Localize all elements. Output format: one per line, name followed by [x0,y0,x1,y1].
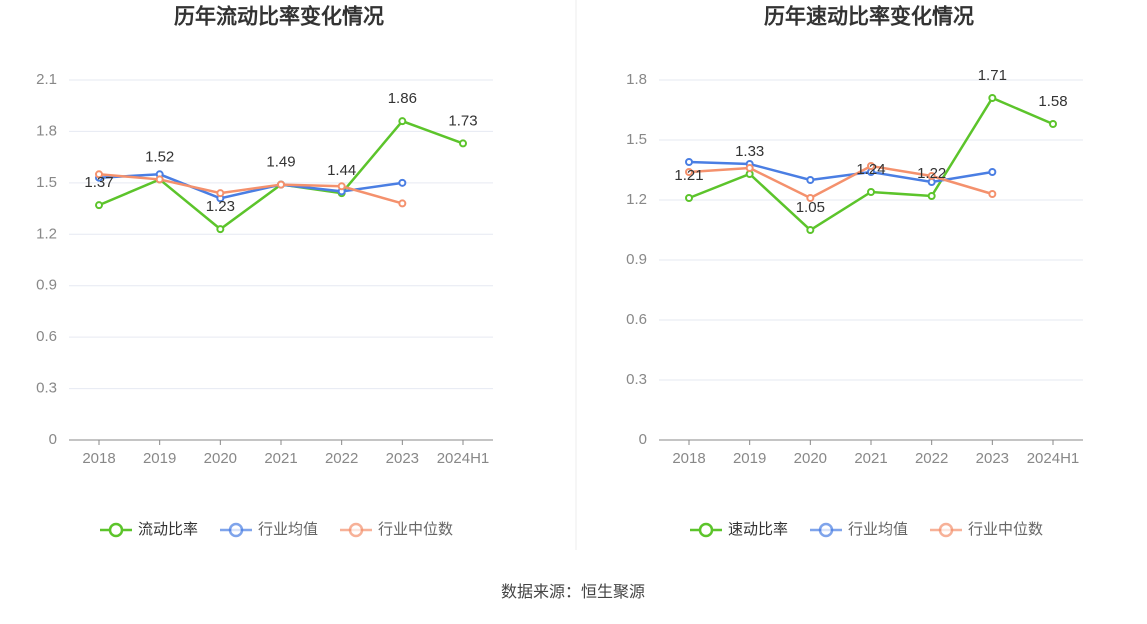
x-tick-label: 2022 [915,450,948,467]
series-line [98,173,403,205]
data-point [927,192,936,200]
x-tick-label: 2022 [325,450,358,467]
legend-marker [938,522,954,538]
x-tick-label: 2020 [794,450,827,467]
data-point [988,168,997,176]
legend-marker [108,522,124,538]
data-label: 1.49 [266,154,295,171]
y-tick-label: 2.1 [36,71,57,88]
data-label: 1.05 [796,199,825,216]
legend-label: 行业均值 [848,521,908,538]
legend-marker [228,522,244,538]
data-point [95,170,103,179]
data-point [277,180,285,189]
x-tick-label: 2021 [854,450,887,467]
data-point [1049,120,1057,128]
chart-title: 历年速动比率变化情况 [764,5,974,29]
data-point [867,162,875,170]
legend-label: 行业中位数 [378,521,453,538]
x-tick-label: 2023 [386,450,419,467]
data-point [685,194,693,202]
x-tick-label: 2019 [143,450,176,467]
x-tick-label: 2018 [82,450,115,467]
x-tick-label: 2023 [976,450,1009,467]
data-point [806,176,815,184]
y-tick-label: 0 [49,431,57,448]
x-tick-label: 2024H1 [1027,450,1080,467]
data-point [398,199,407,208]
data-point [459,139,467,148]
data-label: 1.21 [674,167,703,184]
data-label: 1.71 [978,67,1007,84]
data-point [806,226,815,234]
x-tick-label: 2021 [264,450,297,467]
y-tick-label: 0.9 [36,277,57,294]
legend-label: 行业中位数 [968,521,1043,538]
series-line [688,164,993,200]
data-point [216,225,225,234]
data-point [927,172,936,180]
data-point [398,117,407,126]
data-label: 1.86 [388,90,417,107]
data-label: 1.37 [84,174,113,191]
y-tick-label: 0.6 [626,311,647,328]
y-tick-label: 1.2 [626,191,647,208]
x-tick-label: 2020 [204,450,237,467]
chart-title: 历年流动比率变化情况 [174,5,384,29]
legend-label: 行业均值 [258,521,318,538]
data-point [988,190,997,198]
data-point [685,168,693,176]
y-tick-label: 0.3 [626,371,647,388]
data-label: 1.52 [145,148,174,165]
y-tick-label: 1.5 [36,174,57,191]
x-tick-label: 2018 [672,450,705,467]
data-label: 1.44 [327,162,356,179]
legend-marker [698,522,714,538]
legend-label: 流动比率 [138,521,198,538]
legend-marker [348,522,364,538]
data-label: 1.73 [448,112,477,129]
legend-marker [818,522,834,538]
data-point [216,189,225,198]
data-point [155,175,164,184]
y-tick-label: 0.9 [626,251,647,268]
data-point [685,158,693,166]
y-tick-label: 0.6 [36,328,57,345]
data-point [867,188,875,196]
y-tick-label: 0.3 [36,380,57,397]
y-tick-label: 1.5 [626,131,647,148]
series-line [688,160,993,184]
y-tick-label: 0 [639,431,647,448]
x-tick-label: 2024H1 [437,450,490,467]
x-tick-label: 2019 [733,450,766,467]
data-point [988,94,997,102]
data-label: 1.22 [917,165,946,182]
data-point [745,164,754,172]
data-point [337,182,346,191]
source-note: 数据来源：恒生聚源 [501,583,645,601]
data-label: 1.33 [735,143,764,160]
y-tick-label: 1.8 [36,122,57,139]
data-label: 1.24 [856,161,885,178]
data-point [806,194,815,202]
y-tick-label: 1.8 [626,71,647,88]
data-point [398,178,407,187]
legend-label: 速动比率 [728,521,788,538]
data-label: 1.58 [1038,93,1067,110]
data-point [95,201,103,210]
y-tick-label: 1.2 [36,225,57,242]
data-label: 1.23 [206,198,235,215]
